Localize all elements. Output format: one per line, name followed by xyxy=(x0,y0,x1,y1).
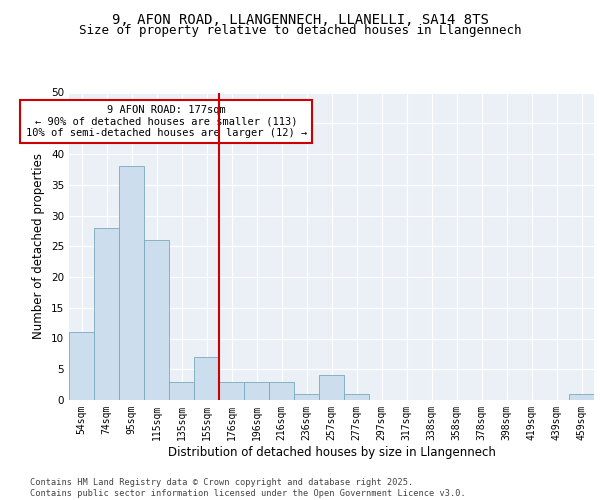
Bar xyxy=(144,240,169,400)
Bar xyxy=(569,394,594,400)
Bar xyxy=(94,228,119,400)
Bar xyxy=(119,166,144,400)
Text: Contains HM Land Registry data © Crown copyright and database right 2025.
Contai: Contains HM Land Registry data © Crown c… xyxy=(30,478,466,498)
Bar xyxy=(294,394,319,400)
Bar xyxy=(319,376,344,400)
Text: Size of property relative to detached houses in Llangennech: Size of property relative to detached ho… xyxy=(79,24,521,37)
X-axis label: Distribution of detached houses by size in Llangennech: Distribution of detached houses by size … xyxy=(167,446,496,458)
Y-axis label: Number of detached properties: Number of detached properties xyxy=(32,153,46,339)
Text: 9 AFON ROAD: 177sqm
← 90% of detached houses are smaller (113)
10% of semi-detac: 9 AFON ROAD: 177sqm ← 90% of detached ho… xyxy=(25,105,307,138)
Bar xyxy=(69,332,94,400)
Bar xyxy=(219,382,244,400)
Bar xyxy=(169,382,194,400)
Bar xyxy=(244,382,269,400)
Bar xyxy=(269,382,294,400)
Bar xyxy=(194,357,219,400)
Bar xyxy=(344,394,369,400)
Text: 9, AFON ROAD, LLANGENNECH, LLANELLI, SA14 8TS: 9, AFON ROAD, LLANGENNECH, LLANELLI, SA1… xyxy=(112,12,488,26)
